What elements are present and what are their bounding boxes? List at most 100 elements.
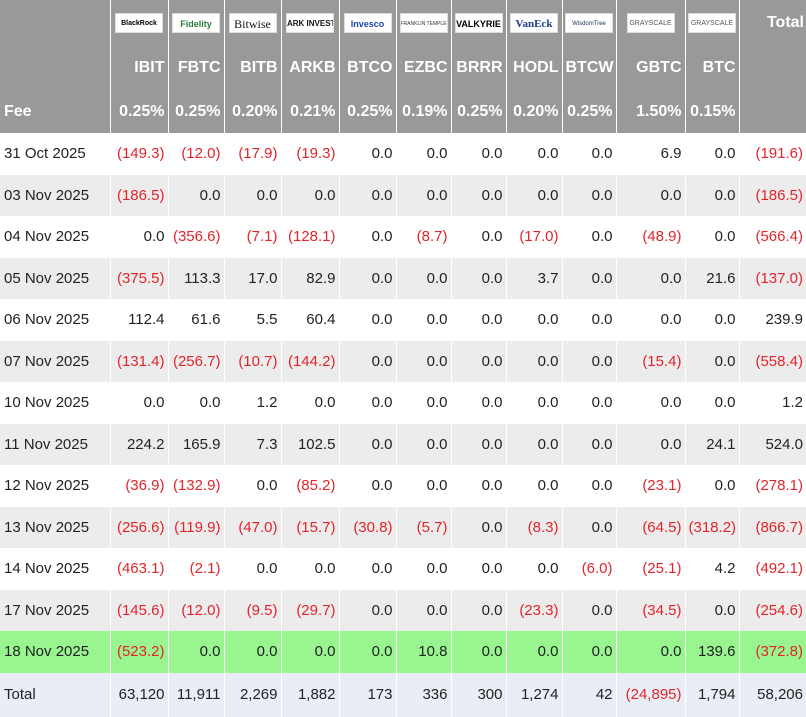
total-value: 173 bbox=[338, 672, 396, 717]
flow-value: 0.0 bbox=[450, 382, 506, 424]
logo-cell: GRAYSCALE bbox=[615, 0, 685, 45]
empty-cell bbox=[738, 90, 806, 133]
flow-value: (566.4) bbox=[738, 216, 806, 258]
issuer-logo: Fidelity bbox=[172, 12, 220, 33]
empty-cell bbox=[738, 45, 806, 90]
flow-value: (8.7) bbox=[395, 216, 451, 258]
flow-value: 0.0 bbox=[684, 174, 739, 216]
flow-value: (186.5) bbox=[109, 174, 168, 216]
flow-value: (463.1) bbox=[109, 548, 168, 590]
issuer-logo: VALKYRIE bbox=[454, 12, 503, 33]
flow-value: (132.9) bbox=[167, 465, 224, 507]
flow-value: (23.1) bbox=[615, 465, 685, 507]
flow-value: 0.0 bbox=[561, 299, 616, 341]
ticker: BITB bbox=[223, 45, 281, 90]
flow-value: 0.0 bbox=[450, 174, 506, 216]
flow-value: 239.9 bbox=[738, 299, 806, 341]
total-value: 336 bbox=[395, 672, 451, 717]
flow-value: (523.2) bbox=[109, 631, 168, 673]
flow-value: 82.9 bbox=[280, 257, 339, 299]
total-value: 300 bbox=[450, 672, 506, 717]
flow-value: (131.4) bbox=[109, 340, 168, 382]
flow-value: 0.0 bbox=[505, 340, 562, 382]
flow-value: 0.0 bbox=[338, 382, 396, 424]
ticker-row: IBIT FBTC BITB ARKB BTCO EZBC BRRR HODL BTCW GBTC… bbox=[0, 45, 806, 90]
flow-value: 0.0 bbox=[395, 548, 451, 590]
flow-value: 0.0 bbox=[684, 340, 739, 382]
flow-value: 0.0 bbox=[561, 589, 616, 631]
issuer-logo: FRANKLIN TEMPLETON bbox=[399, 12, 448, 33]
flow-value: (558.4) bbox=[738, 340, 806, 382]
flow-value: 0.0 bbox=[338, 133, 396, 175]
flow-value: 0.0 bbox=[561, 216, 616, 258]
data-row: 04 Nov 2025 0.0 (356.6) (7.1) (128.1) 0.0 (8.7… bbox=[0, 216, 806, 258]
ticker: BRRR bbox=[450, 45, 506, 90]
logo-cell: Fidelity bbox=[167, 0, 224, 45]
flow-value: 0.0 bbox=[109, 216, 168, 258]
flow-value: 0.0 bbox=[338, 548, 396, 590]
flow-value: 0.0 bbox=[395, 465, 451, 507]
total-value: 1,274 bbox=[505, 672, 562, 717]
fee: 0.20% bbox=[223, 90, 281, 133]
flow-value: 0.0 bbox=[684, 382, 739, 424]
issuer-logo: GRAYSCALE bbox=[626, 12, 675, 33]
flow-value: 0.0 bbox=[561, 465, 616, 507]
flow-value: (12.0) bbox=[167, 133, 224, 175]
fee: 0.25% bbox=[561, 90, 616, 133]
flow-value: 524.0 bbox=[738, 423, 806, 465]
ticker: IBIT bbox=[109, 45, 168, 90]
flow-value: 0.0 bbox=[223, 465, 281, 507]
total-value: 1,794 bbox=[684, 672, 739, 717]
flow-value: 0.0 bbox=[338, 465, 396, 507]
flow-value: (254.6) bbox=[738, 589, 806, 631]
total-value: 1,882 bbox=[280, 672, 339, 717]
flow-value: (17.0) bbox=[505, 216, 562, 258]
flow-value: 1.2 bbox=[738, 382, 806, 424]
flow-value: 0.0 bbox=[395, 257, 451, 299]
flow-value: (492.1) bbox=[738, 548, 806, 590]
date: 06 Nov 2025 bbox=[0, 299, 110, 341]
flow-value: (128.1) bbox=[280, 216, 339, 258]
flow-value: 0.0 bbox=[280, 631, 339, 673]
flow-value: 224.2 bbox=[109, 423, 168, 465]
flow-value: 0.0 bbox=[505, 465, 562, 507]
flow-value: (15.7) bbox=[280, 506, 339, 548]
total-value: 11,911 bbox=[167, 672, 224, 717]
flow-value: 165.9 bbox=[167, 423, 224, 465]
date: 17 Nov 2025 bbox=[0, 589, 110, 631]
flow-value: 139.6 bbox=[684, 631, 739, 673]
ticker: ARKB bbox=[280, 45, 339, 90]
flow-value: 0.0 bbox=[505, 423, 562, 465]
fee: 0.25% bbox=[338, 90, 396, 133]
flow-value: (34.5) bbox=[615, 589, 685, 631]
ticker: EZBC bbox=[395, 45, 451, 90]
fee: 0.19% bbox=[395, 90, 451, 133]
date: 04 Nov 2025 bbox=[0, 216, 110, 258]
flow-value: (375.5) bbox=[109, 257, 168, 299]
date: 18 Nov 2025 bbox=[0, 631, 110, 673]
flow-value: (36.9) bbox=[109, 465, 168, 507]
flow-value: 0.0 bbox=[223, 548, 281, 590]
flow-value: (10.7) bbox=[223, 340, 281, 382]
logo-cell: VALKYRIE bbox=[450, 0, 506, 45]
flow-value: (47.0) bbox=[223, 506, 281, 548]
logo-row: BlackRock Fidelity Bitwise ARK INVEST Invesc… bbox=[0, 0, 806, 45]
data-row: 11 Nov 2025 224.2 165.9 7.3 102.5 0.0 0.0 0.0 0.… bbox=[0, 423, 806, 465]
issuer-logo: BlackRock bbox=[115, 12, 163, 33]
flow-value: 6.9 bbox=[615, 133, 685, 175]
flow-value: 0.0 bbox=[561, 340, 616, 382]
flow-value: (29.7) bbox=[280, 589, 339, 631]
flow-value: (186.5) bbox=[738, 174, 806, 216]
total-value: 42 bbox=[561, 672, 616, 717]
date: 13 Nov 2025 bbox=[0, 506, 110, 548]
ticker: FBTC bbox=[167, 45, 224, 90]
empty-cell bbox=[0, 45, 110, 90]
date: 05 Nov 2025 bbox=[0, 257, 110, 299]
total-label: Total bbox=[0, 672, 110, 717]
flow-value: 0.0 bbox=[561, 382, 616, 424]
flow-value: 0.0 bbox=[561, 506, 616, 548]
flow-value: 60.4 bbox=[280, 299, 339, 341]
flow-value: 0.0 bbox=[561, 174, 616, 216]
